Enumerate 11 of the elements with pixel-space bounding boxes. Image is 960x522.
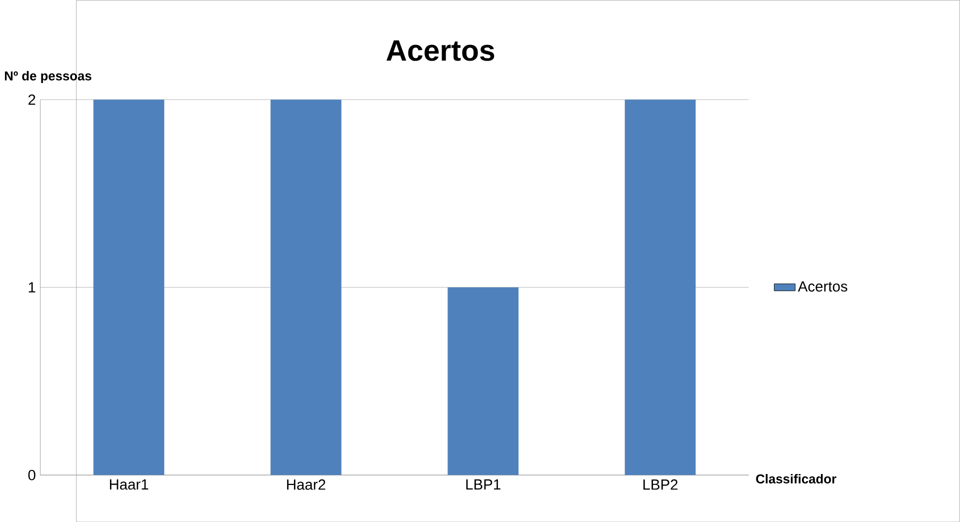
x-tick-label: Haar1 <box>110 479 148 490</box>
y-axis-title: Nº de pessoas <box>4 70 92 83</box>
x-tick-label: Haar2 <box>287 479 326 490</box>
chart-title: Acertos <box>386 40 494 61</box>
x-axis-title: Classificador <box>756 474 836 484</box>
x-tick-label: LBP2 <box>643 479 678 490</box>
y-tick-label: 0 <box>28 470 36 480</box>
legend-label: Acertos <box>798 281 848 292</box>
y-tick-label: 1 <box>28 282 36 292</box>
y-tick-label: 2 <box>28 94 36 105</box>
x-tick-label: LBP1 <box>466 479 500 490</box>
